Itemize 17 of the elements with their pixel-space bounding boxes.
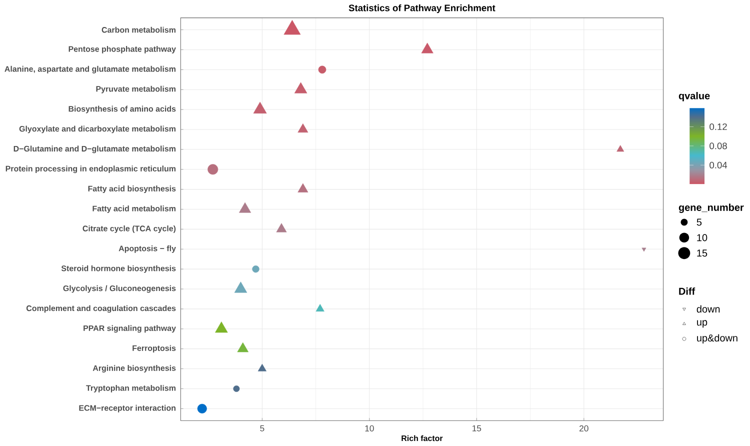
color-bar-title: qvalue <box>678 92 710 102</box>
x-tick-label: 20 <box>580 426 588 432</box>
legend-label: 10 <box>697 234 708 242</box>
text: gene_number <box>678 204 744 214</box>
color-bar-label: 0.12 <box>710 124 727 130</box>
x-tick-label: 5 <box>260 426 264 432</box>
text: up&down <box>697 334 738 344</box>
text: down <box>696 306 720 313</box>
color-bar-label: 0.08 <box>710 142 727 150</box>
legend-title: Diff <box>679 288 696 295</box>
text: up <box>697 320 708 328</box>
legend-label: 5 <box>696 218 702 226</box>
x-tick-label: 15 <box>472 426 482 432</box>
legend-label: 15 <box>697 250 708 257</box>
chart-title: Statistics of Pathway Enrichment <box>348 4 496 14</box>
x-tick-label: 10 <box>365 426 374 432</box>
color-bar-label: 0.04 <box>710 162 728 169</box>
